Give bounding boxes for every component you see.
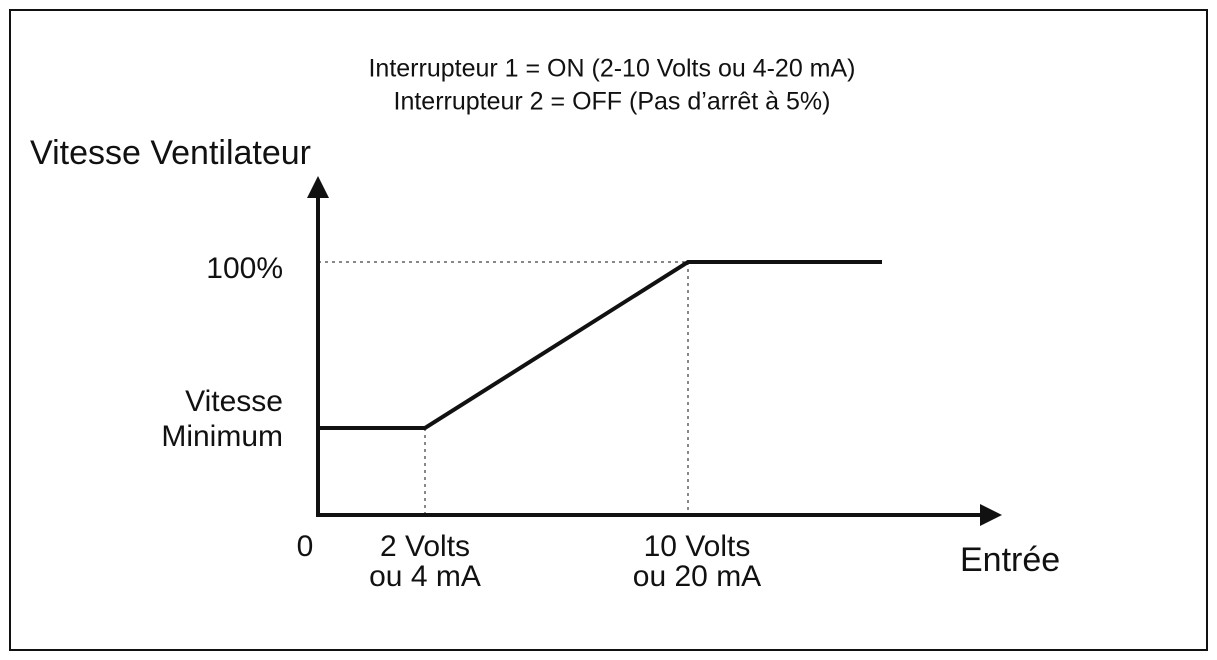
x-label: ou 20 mA (633, 560, 761, 593)
y-label: Vitesse (185, 385, 283, 418)
x-label: 10 Volts (644, 530, 751, 563)
speed-curve (318, 260, 882, 430)
title-line: Interrupteur 2 = OFF (Pas d’arrêt à 5%) (394, 88, 831, 116)
arrow-head (980, 504, 1002, 526)
x-label: 0 (297, 530, 314, 563)
frame (9, 9, 1208, 651)
title-line: Interrupteur 1 = ON (2-10 Volts ou 4-20 … (368, 55, 855, 83)
y-axis-label: Vitesse Ventilateur (30, 134, 311, 172)
x-label: 2 Volts (380, 530, 470, 563)
y-label: 100% (206, 252, 283, 285)
y-label: Minimum (161, 420, 283, 453)
x-axis-label: Entrée (960, 541, 1060, 579)
arrow-head (307, 176, 329, 198)
guides (318, 261, 689, 515)
x-label: ou 4 mA (369, 560, 481, 593)
